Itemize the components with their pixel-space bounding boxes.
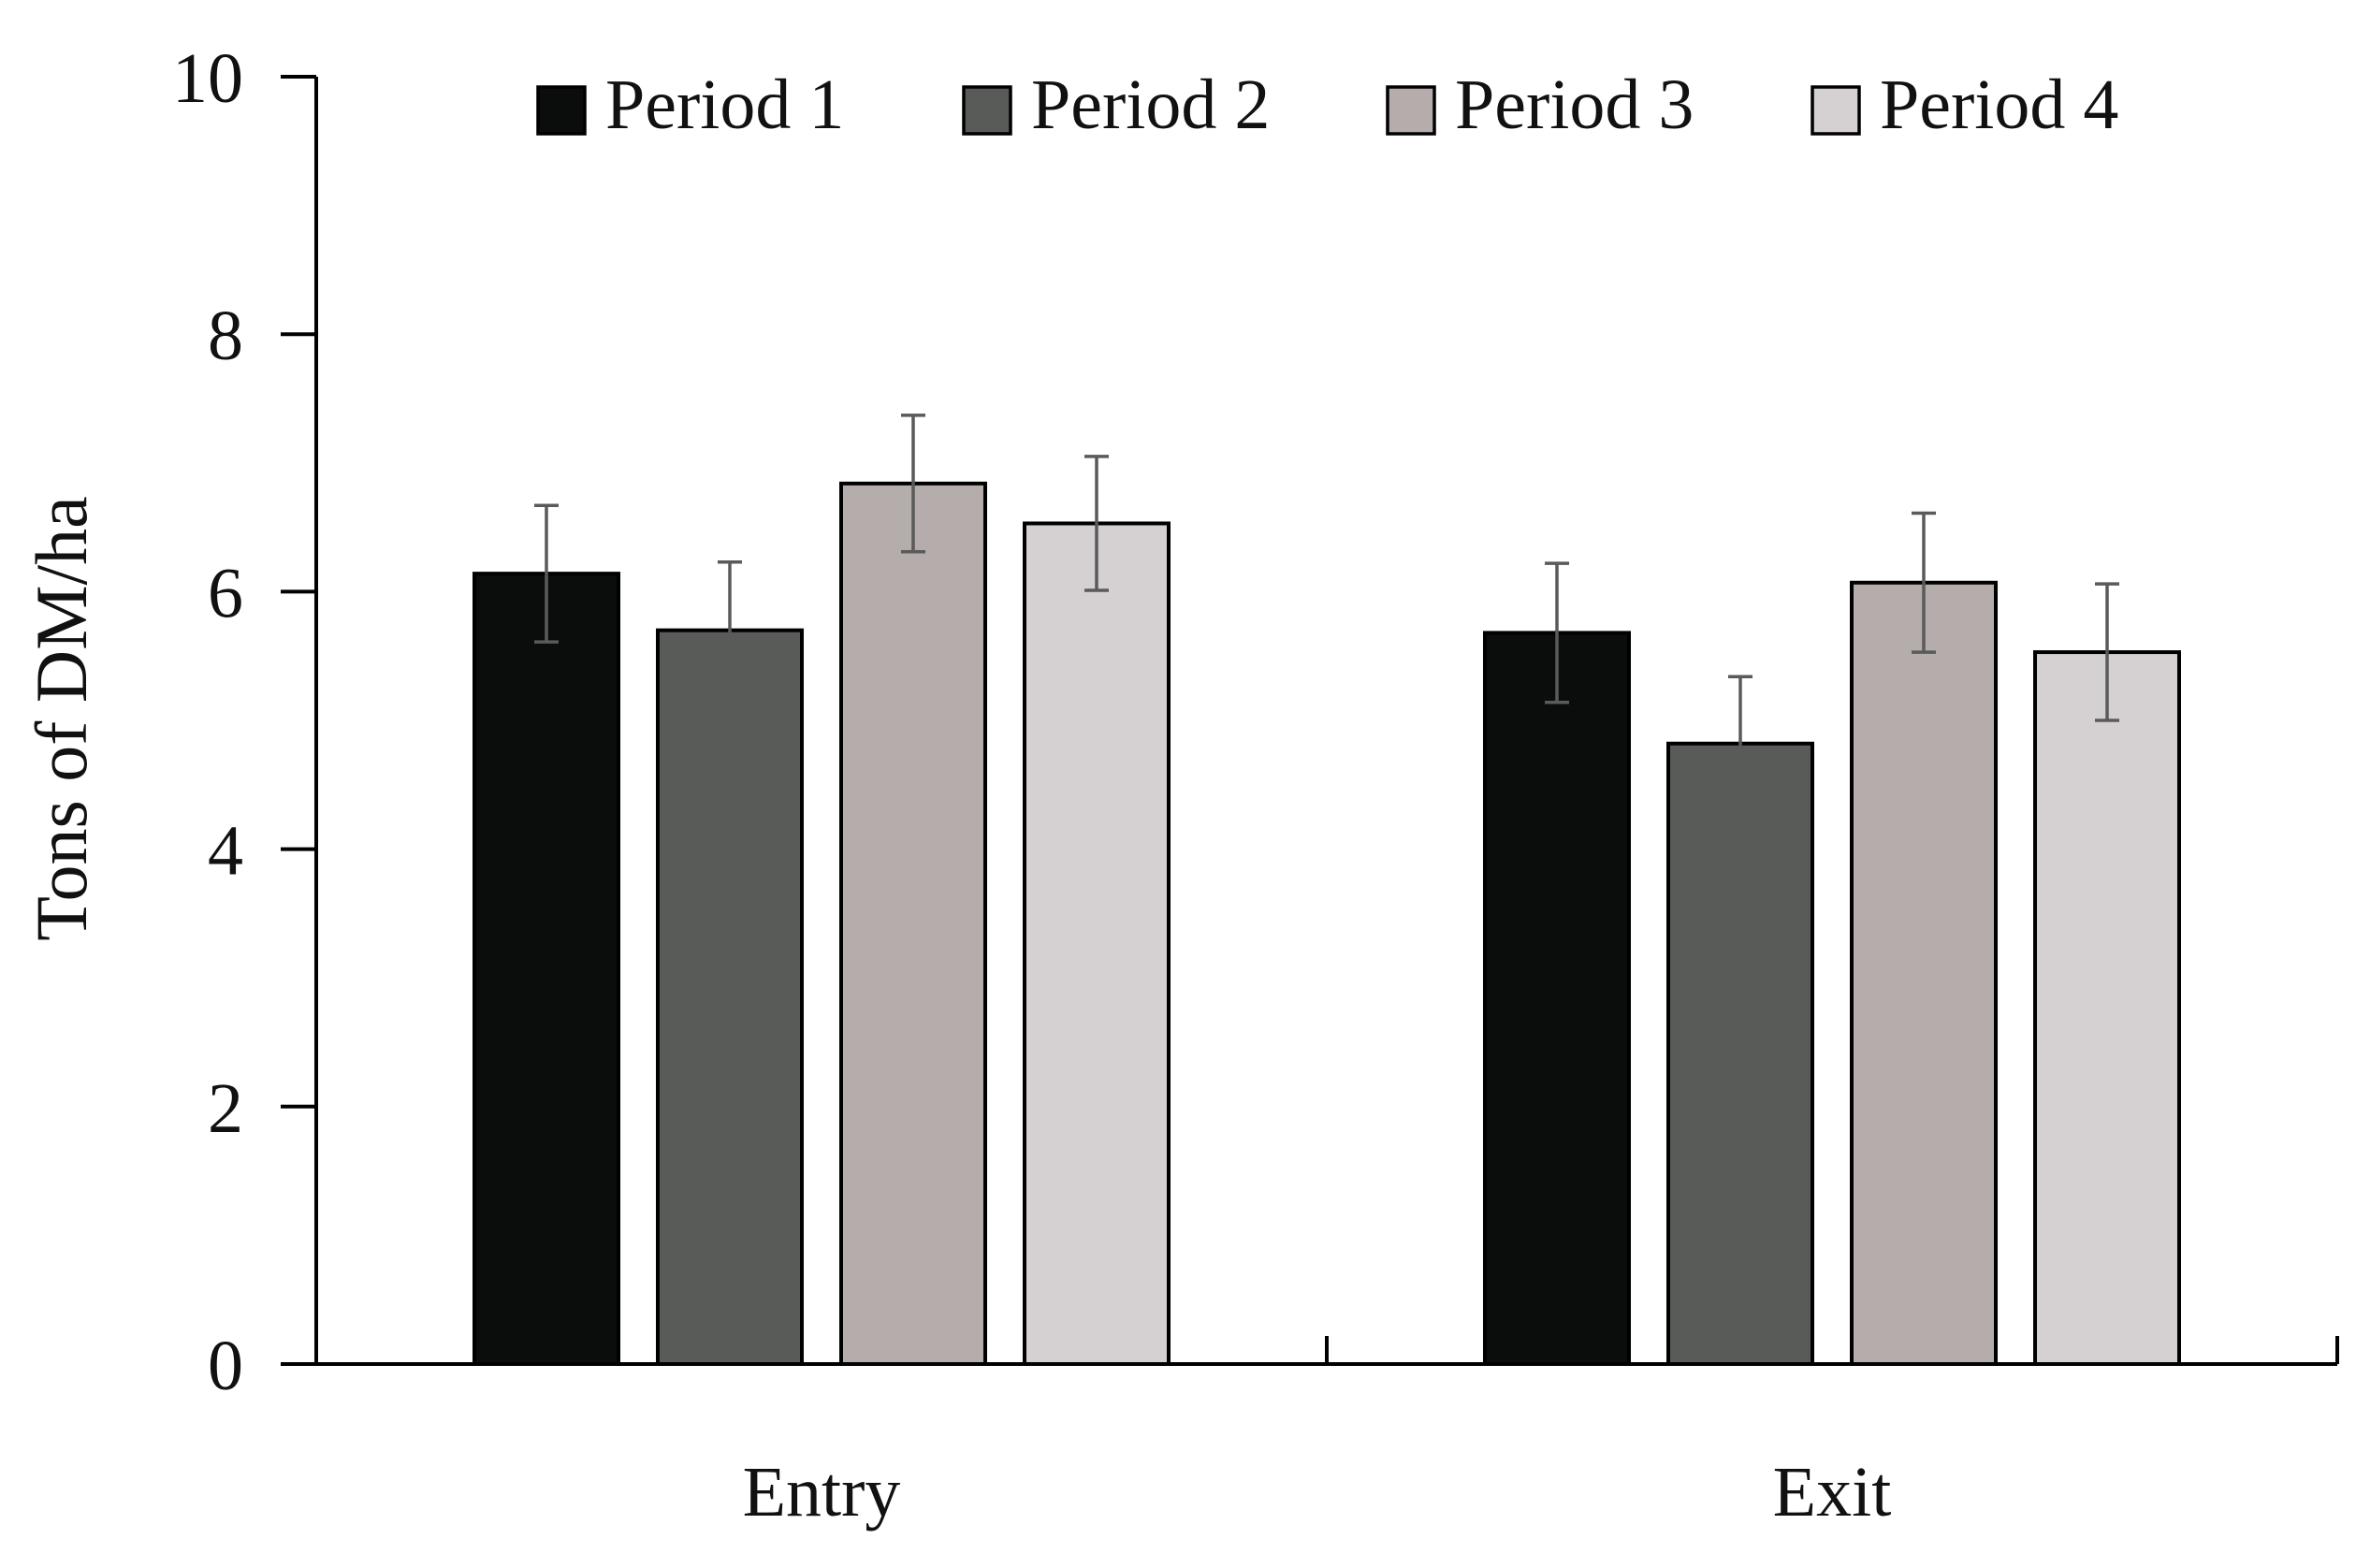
y-tick-label-0: 0 [208, 1327, 243, 1405]
bar-exit-period-2 [1666, 741, 1814, 1366]
plot-area: 0 2 4 6 8 10 Entry Exit [172, 39, 2339, 1532]
x-tick-label-entry: Entry [743, 1453, 901, 1532]
y-tick-label-2: 2 [208, 1069, 243, 1148]
bar-exit-period-1 [1483, 631, 1631, 1366]
legend-label-period-1: Period 1 [605, 65, 844, 144]
legend-swatch-period-1 [536, 85, 587, 136]
y-axis-title: Tons of DM/ha [21, 496, 102, 941]
bar-entry-period-1 [473, 572, 620, 1366]
y-tick-label-10: 10 [172, 39, 243, 118]
bar-entry-period-3 [839, 481, 987, 1366]
y-tick-label-6: 6 [208, 554, 243, 632]
legend: Period 1 Period 2 Period 3 Period 4 [536, 65, 2118, 144]
y-tick-label-4: 4 [208, 812, 243, 891]
legend-label-period-2: Period 2 [1031, 65, 1270, 144]
bar-exit-period-3 [1850, 580, 1998, 1366]
legend-label-period-4: Period 4 [1880, 65, 2118, 144]
legend-swatch-period-2 [962, 85, 1012, 136]
legend-swatch-period-4 [1811, 85, 1861, 136]
legend-swatch-period-3 [1386, 85, 1436, 136]
legend-label-period-3: Period 3 [1455, 65, 1694, 144]
x-tick-label-exit: Exit [1773, 1453, 1892, 1532]
bar-entry-period-2 [656, 628, 804, 1366]
bar-exit-period-4 [2033, 650, 2181, 1366]
bar-entry-period-4 [1023, 521, 1171, 1366]
y-tick-label-8: 8 [208, 297, 243, 375]
